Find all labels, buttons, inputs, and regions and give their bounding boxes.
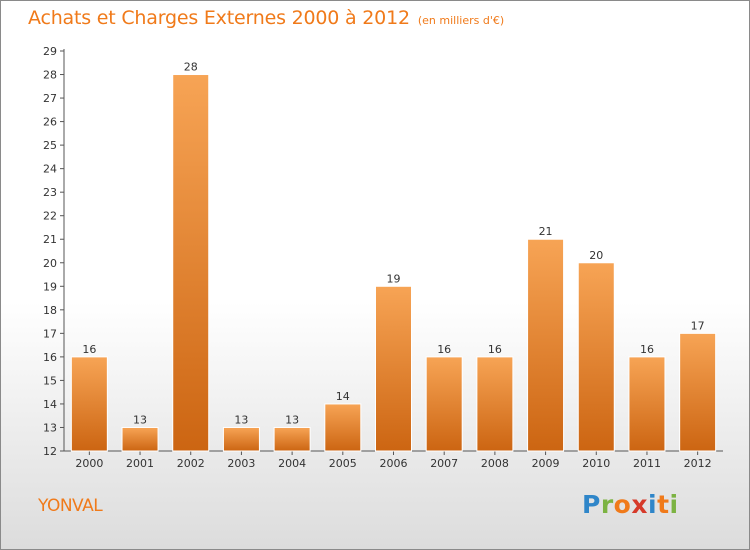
y-tick-label: 26 xyxy=(43,116,57,129)
y-tick-label: 27 xyxy=(43,92,57,105)
x-tick-label: 2006 xyxy=(380,457,408,470)
bar-value-label: 21 xyxy=(539,225,553,238)
y-tick-label: 24 xyxy=(43,163,57,176)
y-tick-label: 13 xyxy=(43,421,57,434)
y-tick-label: 28 xyxy=(43,69,57,82)
chart-title: Achats et Charges Externes 2000 à 2012 xyxy=(28,7,410,29)
bar-value-label: 28 xyxy=(184,61,198,74)
y-tick-label: 25 xyxy=(43,139,57,152)
x-tick-label: 2011 xyxy=(633,457,661,470)
x-tick-label: 2002 xyxy=(177,457,205,470)
x-tick-label: 2003 xyxy=(227,457,255,470)
chart-unit: (en milliers d'€) xyxy=(417,14,505,27)
bar xyxy=(121,426,159,452)
bar xyxy=(679,332,717,452)
bar-value-label: 13 xyxy=(133,413,147,426)
y-tick-label: 23 xyxy=(43,186,57,199)
y-tick-label: 14 xyxy=(43,398,57,411)
x-tick-label: 2007 xyxy=(430,457,458,470)
bar xyxy=(172,74,210,452)
bar xyxy=(324,403,362,452)
x-tick-label: 2005 xyxy=(329,457,357,470)
y-tick-label: 15 xyxy=(43,374,57,387)
logo-letter: t xyxy=(657,490,670,519)
bar-value-label: 17 xyxy=(691,319,705,332)
x-tick-label: 2010 xyxy=(582,457,610,470)
bar xyxy=(425,356,463,452)
bar-value-label: 20 xyxy=(589,249,603,262)
bar-value-label: 16 xyxy=(437,343,451,356)
bar xyxy=(273,426,311,452)
chart-title-block: Achats et Charges Externes 2000 à 2012 (e… xyxy=(28,7,504,29)
bar-value-label: 14 xyxy=(336,390,350,403)
bar xyxy=(628,356,666,452)
bar xyxy=(70,356,108,452)
logo-letter: i xyxy=(669,490,679,519)
bar-value-label: 13 xyxy=(285,413,299,426)
y-tick-label: 18 xyxy=(43,304,57,317)
y-tick-label: 16 xyxy=(43,351,57,364)
logo-letter: r xyxy=(600,490,614,519)
bar xyxy=(222,426,260,452)
x-tick-label: 2009 xyxy=(532,457,560,470)
logo-letter: x xyxy=(631,490,648,519)
y-tick-label: 29 xyxy=(43,45,57,58)
x-tick-label: 2008 xyxy=(481,457,509,470)
y-tick-label: 17 xyxy=(43,327,57,340)
bar xyxy=(577,262,615,452)
y-tick-label: 12 xyxy=(43,445,57,458)
commune-name: YONVAL xyxy=(38,496,103,516)
bar-value-label: 19 xyxy=(387,272,401,285)
bar-value-label: 13 xyxy=(234,413,248,426)
logo-letter: i xyxy=(648,490,658,519)
logo-letter: P xyxy=(582,490,601,519)
proxiti-logo: Proxiti xyxy=(582,490,679,519)
y-tick-label: 21 xyxy=(43,233,57,246)
bar-value-label: 16 xyxy=(82,343,96,356)
bar-value-label: 16 xyxy=(488,343,502,356)
y-tick-label: 19 xyxy=(43,280,57,293)
y-tick-label: 20 xyxy=(43,257,57,270)
x-tick-label: 2012 xyxy=(684,457,712,470)
y-tick-label: 22 xyxy=(43,210,57,223)
x-tick-label: 2000 xyxy=(75,457,103,470)
x-tick-label: 2001 xyxy=(126,457,154,470)
bar xyxy=(375,285,412,452)
logo-letter: o xyxy=(613,490,632,519)
bar xyxy=(476,356,514,452)
bar-value-label: 16 xyxy=(640,343,654,356)
bar xyxy=(527,238,565,452)
x-tick-label: 2004 xyxy=(278,457,306,470)
